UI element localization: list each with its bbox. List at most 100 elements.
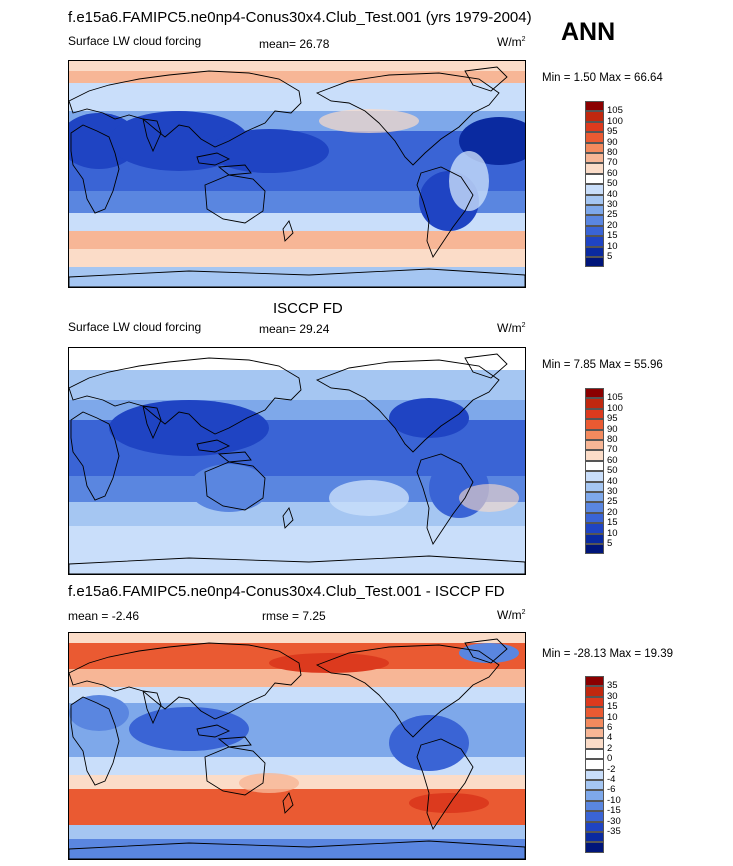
- panel3-colorbar: 35 30 15 10 6 4 2 0 -2 -4 -6 -10 -15 -30 -35: [585, 676, 645, 853]
- coastline: [464, 638, 508, 664]
- colorbar-tick-label: 20: [607, 219, 618, 231]
- colorbar-box: [585, 450, 604, 461]
- panel1-minmax: Min = 1.50 Max = 66.64: [542, 72, 663, 84]
- colorbar-box: [585, 512, 604, 524]
- panel3-rmse-label: rmse = 7.25: [262, 609, 326, 623]
- colorbar-box: [585, 759, 604, 770]
- coastline: [217, 736, 252, 748]
- panel1-colorbar: 105 100 95 90 80 70 60 50 40 30 25 20 15 10 5: [585, 101, 645, 268]
- colorbar-tick-label: 105: [607, 392, 623, 404]
- colorbar-tick-label: 100: [607, 402, 623, 414]
- colorbar-box: [585, 205, 604, 216]
- coastline: [196, 724, 231, 738]
- colorbar-tick-label: 50: [607, 465, 618, 477]
- coastline: [315, 359, 500, 453]
- colorbar-box: [585, 163, 604, 174]
- colorbar-tick-label: 90: [607, 423, 618, 435]
- coastline: [196, 439, 231, 453]
- colorbar-box: [585, 257, 604, 268]
- panel1-mean-label: mean= 26.78: [259, 37, 330, 51]
- colorbar-box: [585, 676, 604, 687]
- colorbar-tick-label: 95: [607, 126, 618, 138]
- panel2-left-label: Surface LW cloud forcing: [68, 320, 202, 334]
- colorbar-tick-label: 15: [607, 230, 618, 242]
- colorbar-tick-label: 6: [607, 722, 613, 733]
- colorbar-tick-label: 105: [607, 105, 623, 117]
- colorbar-box: [585, 408, 604, 420]
- colorbar-box: [585, 471, 604, 482]
- colorbar-box: [585, 842, 604, 853]
- coastline: [204, 461, 266, 511]
- colorbar-box: [585, 523, 604, 534]
- colorbar-box: [585, 132, 604, 143]
- contour-field: [69, 348, 525, 574]
- coastline: [142, 690, 162, 725]
- colorbar-tick-label: 35: [607, 680, 618, 692]
- coastline: [217, 164, 252, 176]
- coastline: [416, 738, 474, 830]
- colorbar-box: [585, 225, 604, 237]
- season-label: ANN: [561, 18, 616, 46]
- colorbar-box: [585, 832, 604, 843]
- colorbar-box: [585, 388, 604, 399]
- colorbar-box: [585, 246, 604, 257]
- panel3-minmax: Min = -28.13 Max = 19.39: [542, 648, 674, 660]
- coastline: [69, 357, 302, 435]
- coastline: [416, 166, 474, 258]
- colorbar-box: [585, 811, 604, 822]
- panel3-heading: f.e15a6.FAMIPC5.ne0np4-Conus30x4.Club_Te…: [68, 583, 505, 600]
- coastline: [282, 792, 294, 814]
- colorbar-box: [585, 215, 604, 226]
- colorbar-box: [585, 696, 604, 708]
- colorbar-tick-label: 30: [607, 486, 618, 497]
- coastline: [315, 72, 500, 166]
- coastline: [217, 451, 252, 463]
- coastline: [69, 268, 525, 287]
- colorbar-tick-label: -15: [607, 805, 621, 817]
- colorbar-tick-label: 25: [607, 209, 618, 221]
- colorbar-box: [585, 440, 604, 451]
- colorbar-box: [585, 121, 604, 133]
- colorbar-tick-label: -4: [607, 774, 616, 785]
- colorbar-tick-label: 30: [607, 199, 618, 210]
- colorbar-tick-label: -6: [607, 784, 616, 796]
- coastline: [204, 746, 266, 796]
- colorbar-tick-label: -2: [607, 763, 616, 775]
- contour-field: [69, 61, 525, 287]
- colorbar-box: [585, 769, 604, 780]
- colorbar-box: [585, 153, 604, 164]
- colorbar-tick-label: 70: [607, 444, 618, 456]
- colorbar-box: [585, 800, 604, 812]
- coastline: [282, 507, 294, 529]
- colorbar-tick-label: 95: [607, 413, 618, 425]
- colorbar-box: [585, 780, 604, 791]
- panel2-minmax: Min = 7.85 Max = 55.96: [542, 359, 663, 371]
- panel2-units: W/m2: [497, 321, 526, 335]
- colorbar-tick-label: 15: [607, 701, 618, 713]
- colorbar-box: [585, 173, 604, 185]
- colorbar-tick-label: 10: [607, 527, 618, 539]
- colorbar-tick-label: 15: [607, 517, 618, 529]
- colorbar-tick-label: 40: [607, 188, 618, 200]
- panel2-heading: ISCCP FD: [273, 300, 343, 317]
- panel1-units: W/m2: [497, 35, 526, 49]
- colorbar-tick-label: 60: [607, 454, 618, 466]
- colorbar-tick-label: 20: [607, 506, 618, 518]
- colorbar-box: [585, 111, 604, 122]
- colorbar-box: [585, 481, 604, 492]
- coastline: [142, 405, 162, 440]
- coastline: [69, 70, 302, 148]
- colorbar-box: [585, 738, 604, 749]
- colorbar-tick-label: 90: [607, 136, 618, 148]
- panel1-left-label: Surface LW cloud forcing: [68, 34, 202, 48]
- coastline: [282, 220, 294, 242]
- colorbar-box: [585, 429, 604, 440]
- coastline: [464, 66, 508, 92]
- colorbar-box: [585, 142, 604, 153]
- colorbar-box: [585, 184, 604, 195]
- panel3-mean-label: mean = -2.46: [68, 609, 140, 623]
- coastline: [464, 353, 508, 379]
- colorbar-tick-label: 10: [607, 711, 618, 723]
- colorbar-tick-label: 60: [607, 167, 618, 179]
- colorbar-box: [585, 686, 604, 697]
